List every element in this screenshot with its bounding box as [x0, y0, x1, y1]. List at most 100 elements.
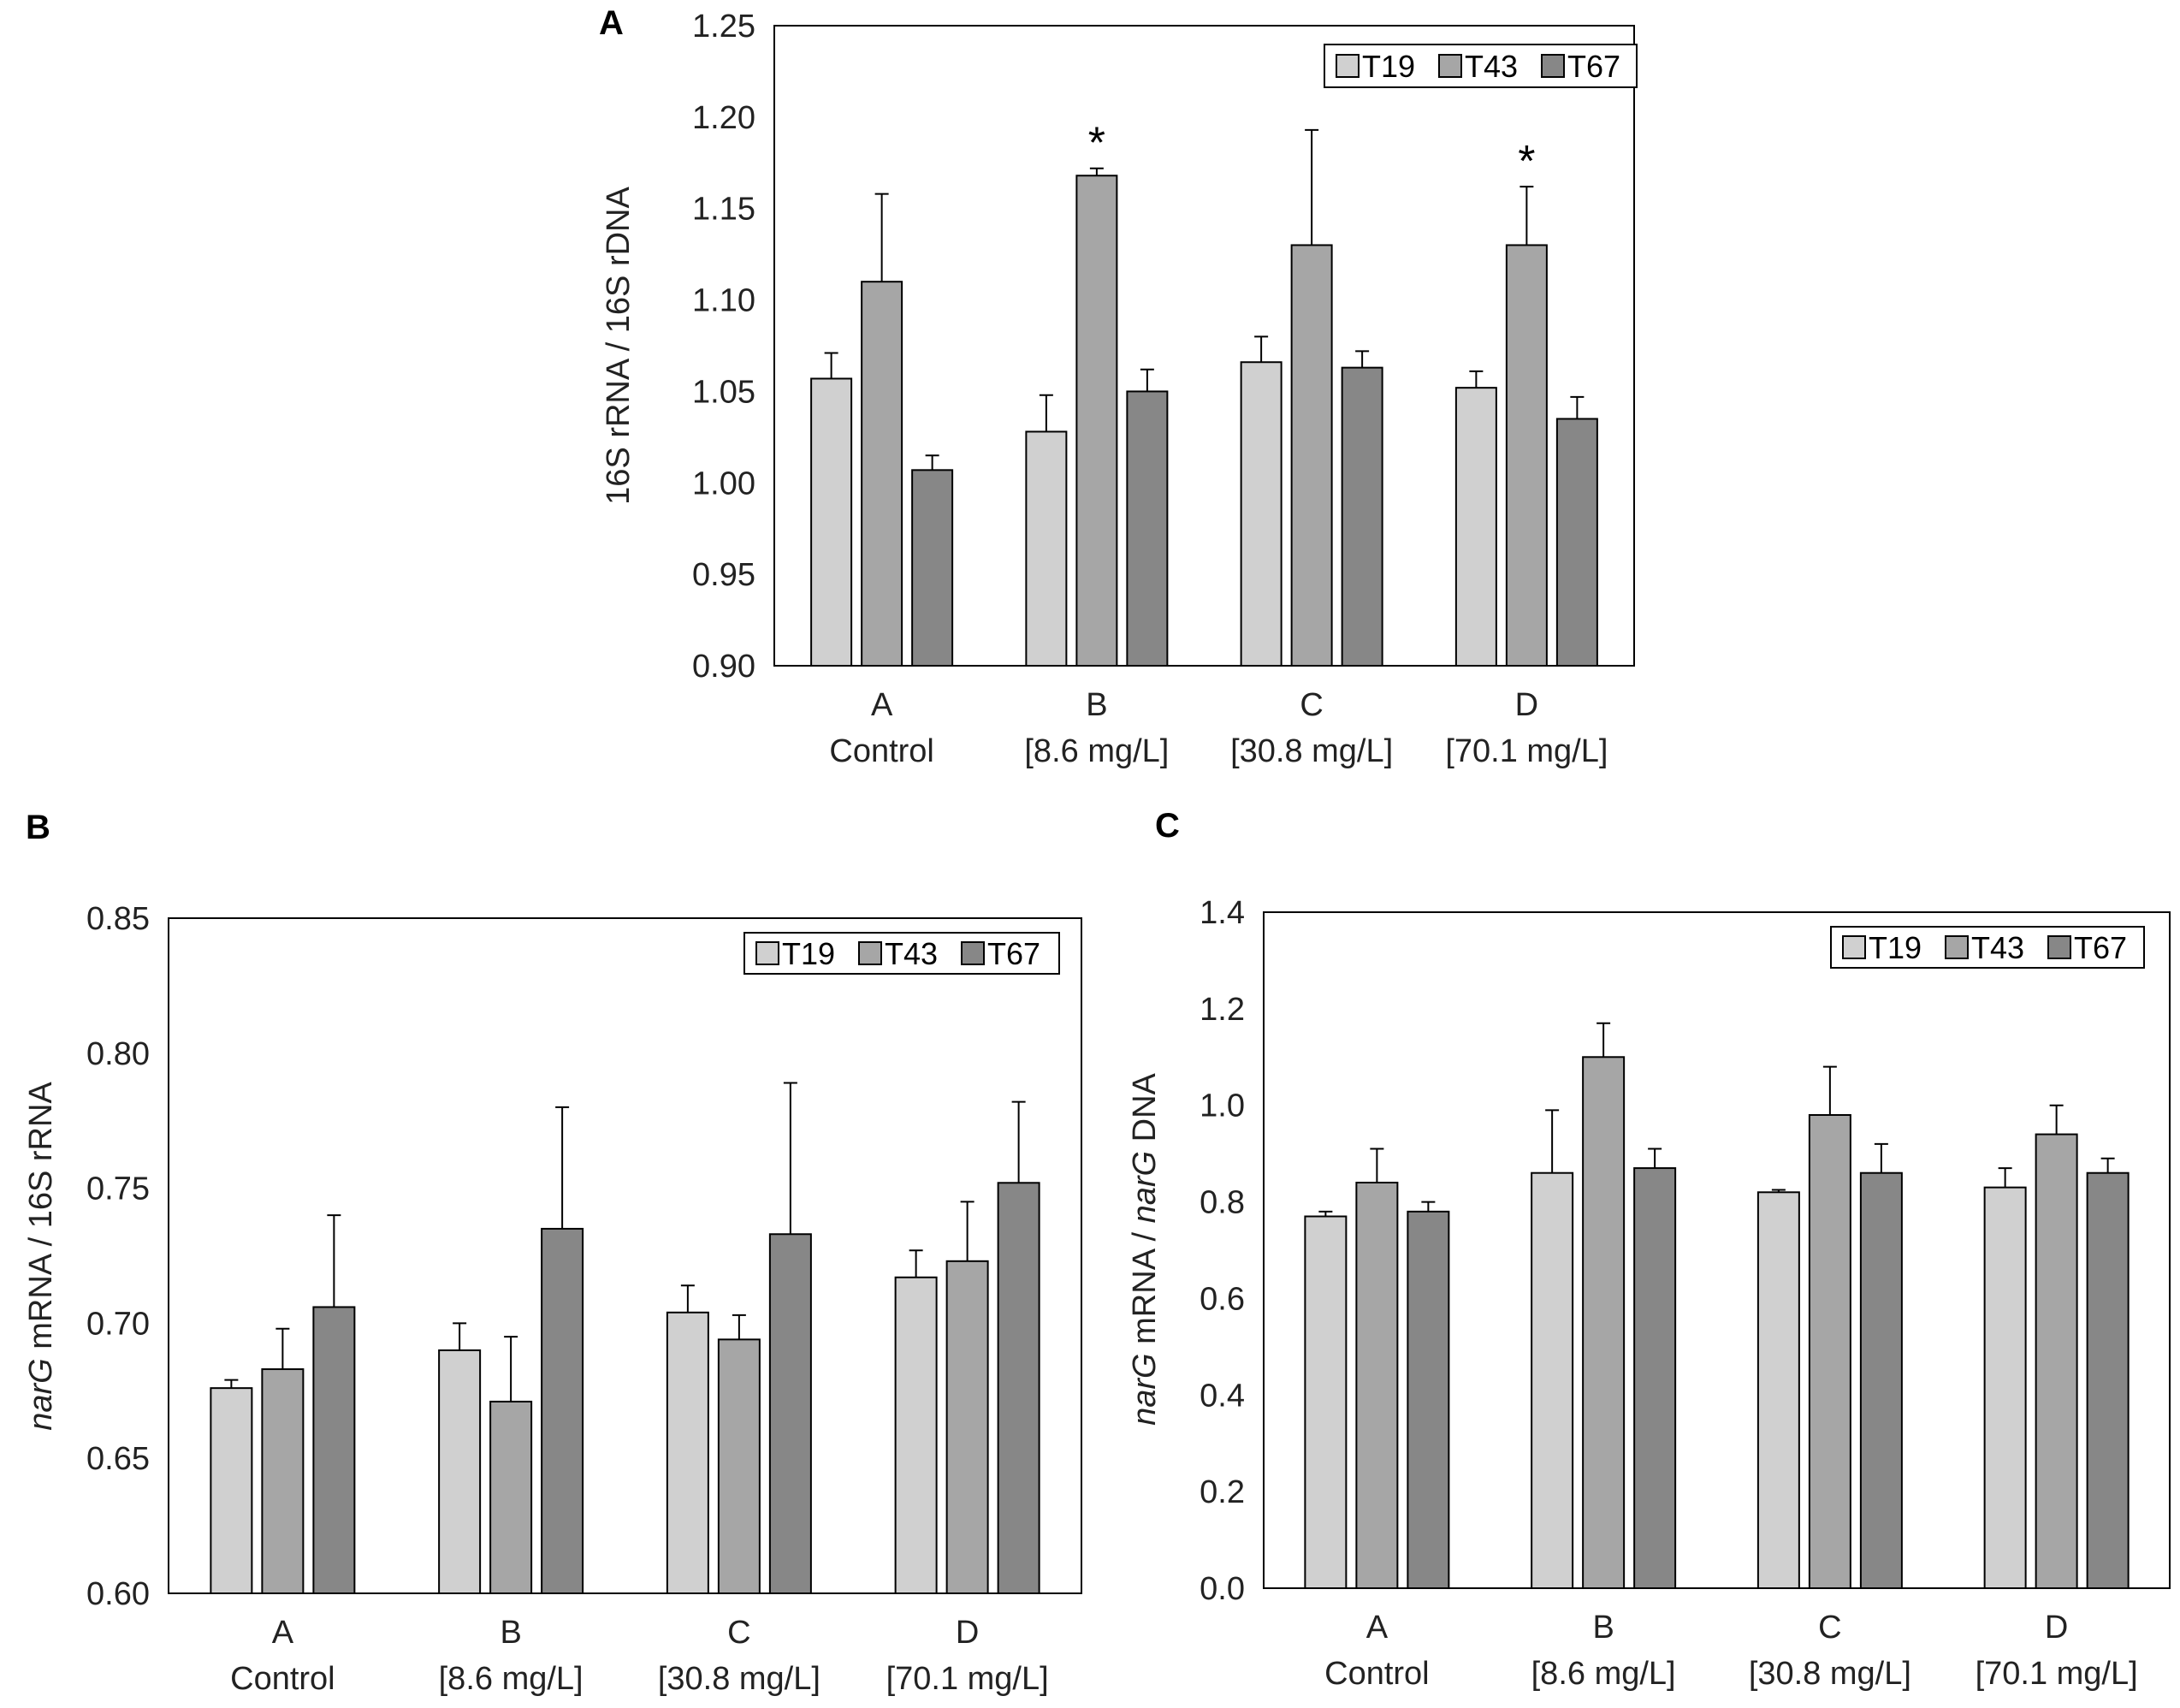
bar-t67: [1859, 1171, 1903, 1589]
panel-a-chart: A 0.90 0.95 1.00 1.05 1.10 1.15 1.20 1.25 16S rRN…: [599, 4, 1638, 769]
significance-marker: *: [1088, 119, 1105, 169]
bar-t19: [438, 1349, 482, 1594]
bar-t43: [1355, 1182, 1399, 1589]
bar-t19: [894, 1276, 938, 1595]
y-axis-title: narG mRNA / 16S rRNA: [23, 1082, 59, 1431]
y-tick-label: 1.00: [692, 466, 755, 501]
bar-t67: [1407, 1210, 1450, 1590]
bar-t43: [2035, 1133, 2078, 1589]
x-category-label: [8.6 mg/L]: [1531, 1656, 1676, 1692]
legend-swatch: [1336, 54, 1360, 78]
x-category-label: [8.6 mg/L]: [1024, 733, 1169, 769]
panel-b-chart: B 0.60 0.65 0.70 0.75 0.80 0.85 narG mRNA / 16S…: [23, 809, 1082, 1697]
x-category-letter: B: [500, 1615, 521, 1651]
legend-swatch: [1541, 54, 1565, 78]
legend-label: T43: [1971, 930, 2024, 965]
bar-t19: [1531, 1171, 1574, 1589]
legend-label: T19: [1362, 49, 1415, 84]
x-category-label: [70.1 mg/L]: [1976, 1656, 2138, 1692]
bar-t19: [1025, 430, 1068, 667]
bar-t67: [997, 1182, 1040, 1594]
y-tick-label: 0.4: [1200, 1378, 1245, 1414]
y-tick-label: 0.90: [692, 649, 755, 685]
y-tick-label: 0.70: [86, 1306, 150, 1342]
y-axis-title: 16S rRNA / 16S rDNA: [601, 187, 637, 505]
bar-t19: [210, 1387, 253, 1595]
y-tick-label: 0.0: [1200, 1571, 1245, 1607]
y-tick-label: 0.75: [86, 1171, 150, 1207]
bar-t19: [1454, 387, 1497, 667]
legend-label: T67: [1567, 49, 1620, 84]
bar-t43: [1505, 244, 1548, 667]
x-category-label: [70.1 mg/L]: [886, 1661, 1049, 1697]
bar-t67: [768, 1233, 812, 1594]
y-tick-label: 0.85: [86, 901, 150, 937]
panel-letter: A: [599, 4, 624, 42]
panel-letter: B: [26, 809, 50, 846]
bar-t43: [1290, 244, 1333, 667]
bar-t67: [1555, 418, 1598, 667]
y-axis-title: narG mRNA / narG DNA: [1127, 1072, 1163, 1425]
bar-t43: [261, 1368, 305, 1594]
y-tick-label: 1.05: [692, 374, 755, 410]
plot-frame: [168, 917, 1082, 1594]
y-tick-label: 0.60: [86, 1576, 150, 1612]
y-tick-label: 1.0: [1200, 1088, 1245, 1124]
y-tick-label: 1.4: [1200, 895, 1245, 931]
legend-box: [1830, 926, 2145, 969]
legend-swatch: [858, 941, 882, 965]
x-category-label: [8.6 mg/L]: [439, 1661, 584, 1697]
bar-t19: [1240, 361, 1283, 667]
x-category-letter: A: [1366, 1610, 1389, 1646]
y-tick-label: 0.95: [692, 557, 755, 593]
legend-swatch: [1945, 935, 1969, 959]
legend-swatch: [1842, 935, 1866, 959]
y-tick-label: 1.25: [692, 9, 755, 44]
y-tick-label: 1.20: [692, 100, 755, 136]
x-category-letter: C: [1300, 687, 1323, 723]
y-tick-label: 0.6: [1200, 1281, 1245, 1317]
x-category-letter: D: [1515, 687, 1538, 723]
legend-label: T19: [1869, 930, 1922, 965]
x-category-letter: C: [727, 1615, 750, 1651]
x-category-letter: B: [1592, 1610, 1614, 1646]
x-category-label: [30.8 mg/L]: [1230, 733, 1393, 769]
x-category-letter: B: [1086, 687, 1107, 723]
bar-t43: [717, 1338, 761, 1595]
bar-t19: [1304, 1215, 1348, 1589]
bar-t43: [1582, 1056, 1626, 1590]
y-tick-label: 1.15: [692, 192, 755, 228]
x-category-label: Control: [829, 733, 934, 769]
y-tick-label: 0.65: [86, 1441, 150, 1477]
bar-t43: [1075, 175, 1118, 667]
bar-t67: [1341, 366, 1383, 667]
bar-t67: [2086, 1171, 2130, 1589]
x-category-letter: A: [871, 687, 893, 723]
legend-swatch: [961, 941, 985, 965]
bar-t19: [1756, 1191, 1800, 1590]
y-tick-label: 1.10: [692, 283, 755, 319]
legend-swatch: [1438, 54, 1462, 78]
legend-label: T67: [987, 936, 1040, 971]
panel-letter: C: [1155, 807, 1180, 845]
bar-t67: [911, 469, 954, 667]
panel-c-chart: C 0.0 0.2 0.4 0.6 0.8 1.0 1.2 1.4 narG mRNA / nar…: [1127, 807, 2171, 1692]
significance-marker: *: [1518, 137, 1535, 187]
y-tick-label: 0.2: [1200, 1474, 1245, 1510]
legend-label: T43: [885, 936, 938, 971]
x-category-label: Control: [1324, 1656, 1430, 1692]
bar-t67: [1633, 1167, 1677, 1589]
x-category-letter: D: [956, 1615, 979, 1651]
y-tick-label: 1.2: [1200, 992, 1245, 1028]
bar-t67: [312, 1306, 356, 1594]
x-category-letter: D: [2045, 1610, 2068, 1646]
bar-t19: [1983, 1186, 2027, 1589]
x-category-letter: C: [1818, 1610, 1841, 1646]
legend-label: T19: [782, 936, 835, 971]
y-tick-label: 0.8: [1200, 1185, 1245, 1221]
x-category-label: [70.1 mg/L]: [1445, 733, 1608, 769]
plot-frame: [1263, 911, 2171, 1589]
x-category-label: [30.8 mg/L]: [1749, 1656, 1911, 1692]
x-category-label: Control: [230, 1661, 335, 1697]
